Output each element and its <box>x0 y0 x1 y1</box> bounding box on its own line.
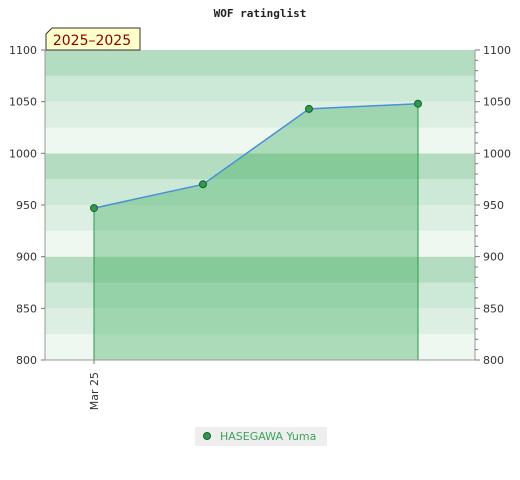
period-badge-box <box>45 27 141 51</box>
y-tick-label-right: 1050 <box>483 96 511 109</box>
background-bands <box>45 50 475 360</box>
y-tick-label-left: 950 <box>16 199 37 212</box>
y-tick-label-right: 1100 <box>483 44 511 57</box>
background-band <box>45 205 475 231</box>
legend-box <box>195 427 327 446</box>
series-area <box>94 103 418 360</box>
legend-marker <box>203 432 211 440</box>
background-band <box>45 153 475 180</box>
axis-ticks <box>41 49 480 364</box>
y-axis-right-labels: 800 850 900 950 1000 1050 1100 <box>483 44 511 367</box>
background-band <box>45 179 475 205</box>
y-tick-label-left: 1000 <box>9 147 37 160</box>
data-point <box>199 180 207 189</box>
series-layer <box>90 99 422 213</box>
background-band <box>45 101 475 128</box>
y-tick-label-left: 800 <box>16 354 37 367</box>
y-tick-label-right: 800 <box>483 354 504 367</box>
y-tick-label-right: 1000 <box>483 147 511 160</box>
y-axis-left-labels: 800 850 900 950 1000 1050 1100 <box>9 44 37 367</box>
y-tick-label-left: 850 <box>16 302 37 315</box>
y-tick-label-left: 900 <box>16 251 37 264</box>
y-tick-label-right: 850 <box>483 302 504 315</box>
background-band <box>45 256 475 283</box>
y-tick-label-left: 1050 <box>9 96 37 109</box>
y-tick-label-left: 1100 <box>9 44 37 57</box>
background-band <box>45 127 475 154</box>
background-band <box>45 75 475 102</box>
background-band <box>45 334 475 360</box>
data-point <box>414 99 422 108</box>
period-badge: 2025–2025 <box>45 27 141 51</box>
series-line <box>93 102 419 209</box>
period-badge-text: 2025–2025 <box>53 33 131 49</box>
legend-label: HASEGAWA Yuma <box>220 430 316 443</box>
background-band <box>45 50 475 76</box>
x-tick-label: Mar 25 <box>88 372 101 410</box>
legend[interactable]: HASEGAWA Yuma <box>195 427 327 446</box>
x-axis-labels: Mar 25 <box>88 372 101 410</box>
background-band <box>45 230 475 257</box>
chart-title: WOF ratinglist <box>214 7 307 20</box>
y-tick-label-right: 950 <box>483 199 504 212</box>
background-band <box>45 282 475 309</box>
background-band <box>45 308 475 335</box>
data-point <box>305 104 313 113</box>
area-layer <box>93 103 419 360</box>
y-tick-label-right: 900 <box>483 251 504 264</box>
data-point <box>90 204 98 213</box>
